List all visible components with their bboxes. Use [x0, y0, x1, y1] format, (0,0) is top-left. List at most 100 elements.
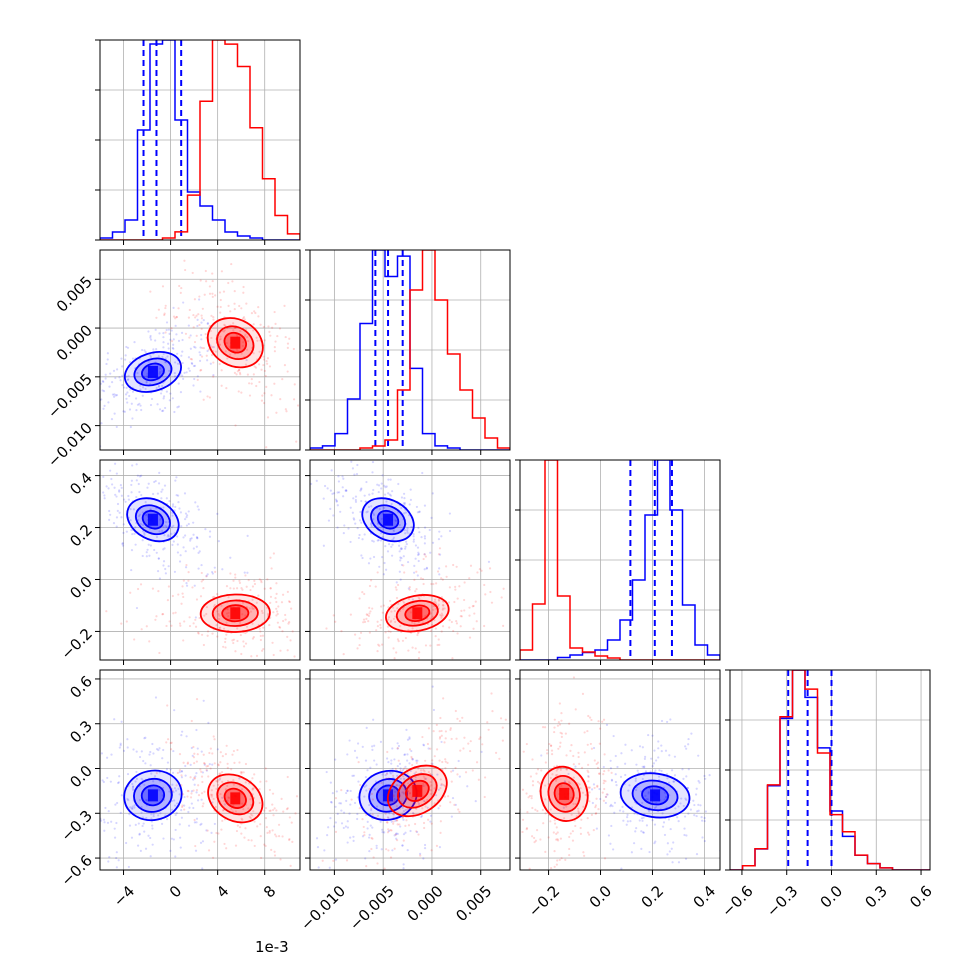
sample-point [530, 794, 533, 798]
sample-point [259, 634, 262, 638]
sample-point [609, 759, 612, 762]
sample-point [594, 812, 597, 815]
sample-point [187, 571, 190, 574]
sample-point [555, 863, 558, 866]
sample-point [185, 371, 188, 374]
sample-point [429, 792, 433, 796]
sample-point [372, 513, 376, 516]
sample-point [215, 779, 218, 783]
sample-point [414, 544, 418, 547]
sample-point [195, 791, 198, 794]
sample-point [212, 373, 215, 377]
sample-point [136, 587, 140, 591]
sample-point [264, 844, 267, 848]
sample-point [531, 784, 535, 787]
sample-point [263, 587, 266, 590]
sample-point [390, 554, 394, 557]
sample-point [190, 361, 193, 365]
sample-point [230, 768, 233, 771]
sample-point [147, 330, 150, 333]
sample-point [439, 831, 442, 834]
sample-point [180, 770, 184, 773]
sample-point [243, 318, 246, 321]
sample-point [118, 489, 121, 492]
sample-point [365, 511, 368, 514]
sample-point [402, 775, 405, 778]
sample-point [174, 324, 177, 327]
sample-point [225, 744, 228, 747]
sample-point [119, 441, 121, 443]
sample-point [207, 348, 210, 351]
density-series_b-3-1 [321, 692, 507, 870]
sample-point [143, 349, 146, 352]
sample-point [349, 506, 352, 509]
sample-point [284, 613, 287, 617]
sample-point [588, 833, 591, 836]
sample-point [175, 812, 178, 815]
sample-point [426, 742, 430, 746]
sample-point [178, 507, 181, 510]
sample-point [180, 784, 183, 787]
sample-point [130, 483, 133, 487]
sample-point [269, 587, 272, 590]
sample-point [438, 846, 442, 849]
sample-point [468, 577, 471, 580]
sample-point [189, 347, 192, 350]
sample-point [158, 332, 161, 335]
sample-point [402, 777, 406, 781]
sample-point [169, 849, 172, 852]
sample-point [249, 813, 253, 816]
sample-point [195, 334, 198, 337]
y-tick-label: 0.4 [66, 469, 96, 499]
sample-point [161, 285, 165, 288]
sample-point [439, 716, 442, 720]
sample-point [604, 801, 607, 805]
sample-point [642, 831, 645, 834]
sample-point [568, 722, 571, 725]
sample-point [431, 615, 434, 618]
sample-point [266, 362, 269, 365]
sample-point [105, 362, 108, 366]
sample-point [200, 368, 203, 372]
sample-point [419, 854, 422, 857]
sample-point [211, 596, 214, 599]
sample-point [384, 812, 387, 815]
sample-point [402, 555, 405, 558]
sample-point [149, 764, 152, 767]
x-tick-label: 0.0 [817, 882, 847, 912]
sample-point [323, 484, 327, 488]
sample-point [158, 372, 161, 375]
sample-point [381, 556, 384, 559]
sample-point [171, 346, 174, 350]
sample-point [205, 605, 209, 609]
sample-point [211, 856, 215, 859]
sample-point [208, 396, 211, 399]
sample-point [392, 794, 395, 797]
sample-point [392, 536, 396, 539]
sample-point [184, 512, 188, 515]
sample-point [146, 486, 149, 489]
sample-point [380, 605, 383, 608]
sample-point [131, 805, 134, 808]
sample-point [144, 387, 147, 391]
sample-point [177, 307, 180, 310]
sample-point [182, 579, 185, 582]
sample-point [143, 533, 146, 536]
sample-point [219, 761, 222, 764]
sample-point [162, 564, 165, 567]
sample-point [449, 727, 452, 730]
sample-point [597, 720, 600, 723]
sample-point [402, 564, 405, 567]
sample-point [672, 780, 676, 783]
sample-point [358, 637, 361, 640]
sample-point [491, 709, 494, 713]
sample-point [232, 638, 236, 641]
sample-point [160, 822, 164, 825]
sample-point [440, 734, 443, 737]
sample-point [402, 502, 405, 505]
density-peak [147, 789, 158, 802]
sample-point [440, 784, 443, 787]
sample-point [216, 305, 219, 308]
sample-point [179, 391, 183, 394]
sample-point [240, 788, 244, 791]
